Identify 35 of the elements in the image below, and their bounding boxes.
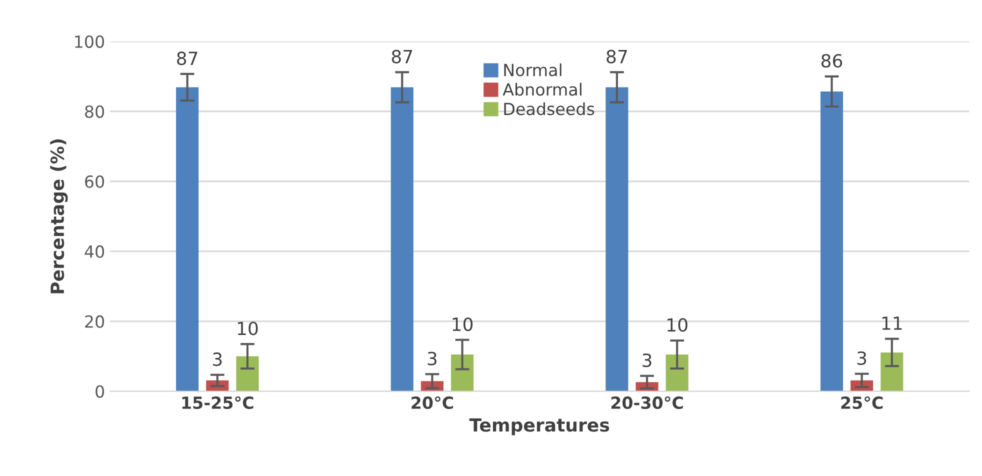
x-tick-label: 20-30°C (611, 396, 683, 410)
legend-label: Deadseeds (504, 102, 594, 116)
bar (451, 354, 474, 392)
y-axis-title: Percentage (%) (50, 139, 68, 294)
y-tick-label: 20 (85, 315, 104, 328)
data-label: 87 (606, 50, 627, 64)
data-label: 3 (642, 353, 652, 368)
y-tick-label: 0 (96, 385, 104, 398)
legend-label: Abnormal (502, 82, 582, 96)
x-tick-label: 20°C (412, 396, 454, 410)
data-label: 87 (177, 52, 198, 66)
x-tick-label: 25°C (841, 396, 883, 410)
bar (236, 356, 259, 392)
bar (820, 91, 844, 392)
data-label: 11 (882, 316, 902, 330)
data-label: 10 (452, 317, 473, 332)
x-tick-label: 15-25°C (182, 396, 254, 410)
data-label: 3 (213, 352, 222, 366)
data-label: 10 (238, 322, 258, 336)
data-label: 3 (428, 352, 436, 366)
bar (176, 87, 199, 392)
data-label: 87 (392, 50, 412, 64)
data-label: 3 (857, 351, 866, 366)
y-tick-label: 60 (85, 175, 104, 188)
bar (666, 354, 688, 392)
x-axis-title: Temperatures (469, 418, 610, 436)
bar (880, 352, 904, 392)
data-label: 10 (668, 318, 688, 332)
legend-label: Normal (504, 63, 562, 76)
bar (606, 87, 628, 392)
y-tick-label: 80 (85, 105, 104, 118)
data-label: 86 (821, 54, 842, 68)
y-tick-label: 100 (75, 35, 104, 48)
bar (390, 87, 414, 392)
y-tick-label: 40 (84, 245, 104, 258)
